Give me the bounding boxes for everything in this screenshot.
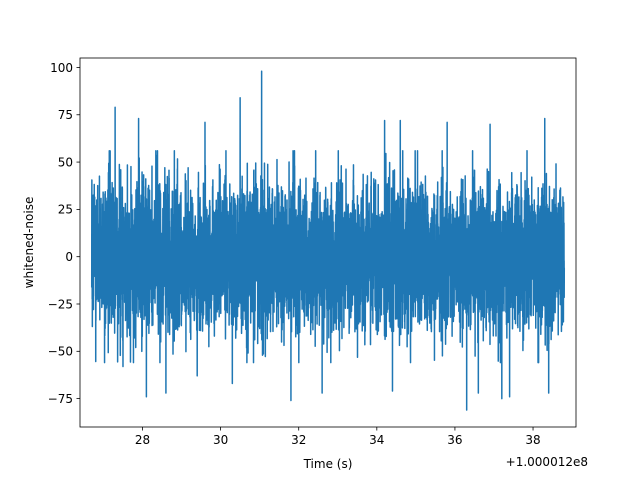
x-axis: 28 30 32 34 36 38 (135, 427, 541, 447)
y-axis: −75 −50 −25 0 25 50 75 100 (48, 61, 80, 406)
y-tick-label: 50 (58, 155, 73, 169)
x-tick-label: 34 (369, 433, 384, 447)
x-tick-label: 36 (447, 433, 462, 447)
x-tick-label: 30 (213, 433, 228, 447)
series-layer (90, 70, 566, 411)
y-tick-label: −50 (48, 345, 73, 359)
series-line-whitened-noise (90, 70, 566, 411)
x-tick-label: 32 (291, 433, 306, 447)
y-tick-label: −25 (48, 297, 73, 311)
axes-frame (79, 57, 577, 428)
x-tick-label: 28 (135, 433, 150, 447)
y-tick-label: 75 (58, 108, 73, 122)
x-axis-offset-label: +1.000012e8 (506, 455, 588, 469)
x-axis-label: Time (s) (303, 457, 353, 471)
y-axis-label: whitened-noise (22, 197, 36, 289)
y-tick-label: 0 (65, 250, 73, 264)
y-tick-label: 100 (50, 61, 73, 75)
y-tick-label: 25 (58, 203, 73, 217)
y-tick-label: −75 (48, 392, 73, 406)
x-tick-label: 38 (525, 433, 540, 447)
